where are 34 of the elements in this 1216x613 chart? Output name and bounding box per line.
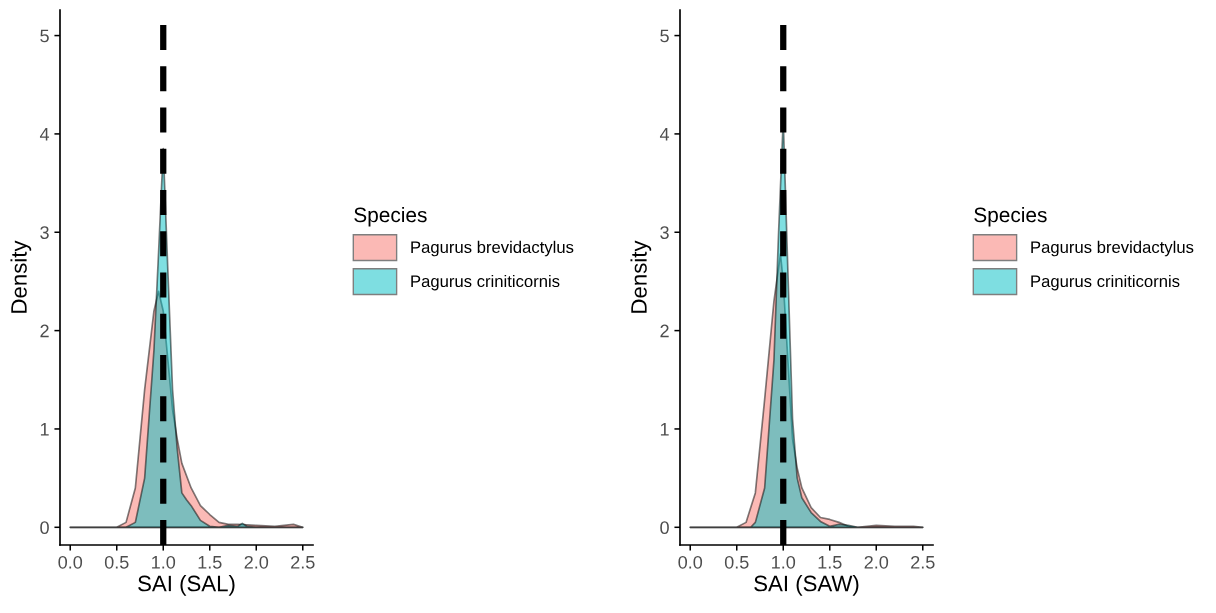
- y-tick-label: 4: [39, 128, 50, 141]
- x-tick-label: 2.5: [911, 555, 935, 569]
- y-axis-title: Density: [10, 240, 32, 313]
- x-tick-label: 2.0: [244, 555, 269, 569]
- y-axis-title: Density: [630, 240, 652, 313]
- x-tick-label: 0.0: [678, 555, 703, 569]
- x-tick-label: 1.5: [198, 556, 222, 569]
- legend-label: Pagurus criniticornis: [1031, 274, 1180, 291]
- x-axis-title: SAI (SAW): [754, 575, 859, 596]
- x-axis-title: SAI (SAL): [138, 575, 235, 596]
- x-tick-label: 0.5: [724, 555, 749, 569]
- y-tick-label: 1: [40, 423, 49, 436]
- y-tick-label: 5: [40, 29, 49, 43]
- y-tick-label: 4: [659, 128, 670, 141]
- x-tick-label: 0.0: [58, 555, 83, 569]
- x-tick-label: 0.5: [104, 555, 129, 569]
- legend-label: Pagurus criniticornis: [411, 274, 560, 291]
- y-tick-label: 0: [40, 521, 49, 535]
- x-tick-label: 1.0: [152, 555, 176, 569]
- y-tick-label: 3: [660, 226, 669, 239]
- y-tick-label: 2: [40, 324, 49, 338]
- x-tick-label: 1.0: [772, 555, 796, 569]
- y-tick-label: 5: [660, 29, 669, 43]
- legend-title: Species: [354, 206, 427, 227]
- legend-label: Pagurus brevidactylus: [411, 240, 574, 257]
- y-tick-label: 3: [40, 226, 49, 239]
- legend-label: Pagurus brevidactylus: [1031, 240, 1194, 257]
- legend-title: Species: [974, 206, 1047, 227]
- x-tick-label: 2.5: [291, 555, 315, 569]
- x-tick-label: 1.5: [818, 556, 842, 569]
- y-tick-label: 1: [660, 423, 669, 436]
- y-tick-label: 0: [660, 521, 669, 535]
- y-tick-label: 2: [660, 324, 669, 338]
- x-tick-label: 2.0: [864, 555, 889, 569]
